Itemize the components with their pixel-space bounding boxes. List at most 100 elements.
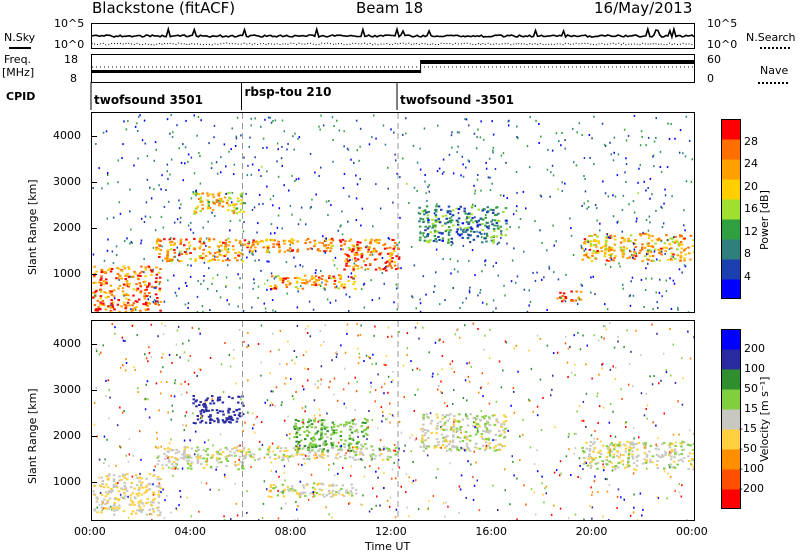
range-cell <box>248 454 251 457</box>
noise-cell <box>396 172 398 175</box>
noise-cell <box>235 135 237 138</box>
range-cell <box>215 199 219 202</box>
range-cell <box>123 474 127 477</box>
range-cell <box>118 284 122 287</box>
range-cell <box>327 492 331 495</box>
range-cell <box>324 440 327 443</box>
noise-cell <box>165 381 168 383</box>
noise-cell <box>384 143 387 146</box>
range-cell <box>135 306 138 309</box>
range-cell <box>154 281 158 283</box>
range-cell <box>93 508 96 511</box>
range-cell <box>502 211 505 213</box>
noise-cell <box>476 479 478 482</box>
noise-cell <box>546 168 549 171</box>
range-cell <box>452 429 455 431</box>
range-cell <box>370 238 373 241</box>
range-cell <box>169 258 172 261</box>
range-cell <box>628 446 631 449</box>
freq-segment-2 <box>398 70 421 73</box>
range-cell <box>140 270 143 273</box>
noise-cell <box>240 398 242 401</box>
noise-cell <box>356 380 358 383</box>
noise-cell <box>203 275 205 277</box>
range-cell <box>475 423 479 425</box>
noise-cell <box>188 339 190 342</box>
range-cell <box>325 247 329 250</box>
noise-cell <box>526 310 529 312</box>
range-cell <box>183 251 187 253</box>
noise-cell <box>363 360 365 362</box>
range-cell <box>137 489 141 492</box>
range-cell <box>444 436 448 439</box>
range-cell <box>104 495 108 498</box>
range-cell <box>138 272 142 275</box>
range-cell <box>564 297 568 300</box>
range-cell <box>418 225 422 228</box>
noise-cell <box>645 408 647 410</box>
range-cell <box>117 277 120 280</box>
range-cell <box>100 511 103 514</box>
range-cell <box>458 426 462 429</box>
range-cell <box>447 233 451 236</box>
noise-cell <box>473 132 476 135</box>
range-cell <box>500 426 504 428</box>
range-cell <box>463 436 467 439</box>
noise-cell <box>129 210 131 213</box>
range-cell <box>216 452 219 455</box>
noise-cell <box>636 519 639 520</box>
noise-cell <box>122 143 124 146</box>
noise-cell <box>391 468 394 471</box>
range-cell <box>633 251 637 254</box>
range-cell <box>140 510 144 512</box>
range-cell <box>645 459 648 462</box>
range-cell <box>228 259 231 262</box>
range-cell <box>356 431 360 434</box>
range-cell <box>489 208 493 211</box>
range-cell <box>457 449 461 452</box>
range-cell <box>157 514 160 517</box>
noise-cell <box>185 424 187 427</box>
noise-cell <box>583 175 585 177</box>
range-cell <box>269 486 273 489</box>
range-cell <box>157 509 160 512</box>
range-cell <box>216 417 219 420</box>
noise-cell <box>622 287 624 290</box>
noise-cell <box>277 148 279 151</box>
noise-cell <box>276 160 278 163</box>
noise-cell <box>561 181 563 184</box>
range-cell <box>478 425 481 428</box>
noise-cell <box>395 508 398 511</box>
range-cell <box>141 486 144 489</box>
range-cell <box>499 433 503 436</box>
noise-cell <box>597 339 600 342</box>
noise-cell <box>102 344 104 347</box>
noise-cell <box>201 305 204 308</box>
range-cell <box>324 283 327 286</box>
noise-cell <box>223 143 226 146</box>
noise-cell <box>292 135 294 138</box>
noise-cell <box>115 254 118 256</box>
noise-cell <box>391 335 393 338</box>
range-cell <box>583 238 587 241</box>
range-cell <box>582 462 585 465</box>
noise-cell <box>107 182 109 185</box>
noise-cell <box>669 475 672 478</box>
noise-cell <box>598 405 601 408</box>
noise-cell <box>342 388 345 391</box>
noise-cell <box>193 371 196 374</box>
range-cell <box>463 207 466 210</box>
range-cell <box>311 443 315 446</box>
range-cell <box>297 443 300 445</box>
noise-cell <box>682 377 684 380</box>
noise-cell <box>114 326 116 329</box>
range-cell <box>155 273 159 276</box>
range-cell <box>426 227 430 230</box>
noise-cell <box>170 394 172 397</box>
range-cell <box>340 438 343 441</box>
range-cell <box>130 310 133 312</box>
range-cell <box>286 457 290 460</box>
noise-cell <box>485 161 487 164</box>
noise-cell <box>330 204 332 207</box>
noise-cell <box>510 280 513 283</box>
